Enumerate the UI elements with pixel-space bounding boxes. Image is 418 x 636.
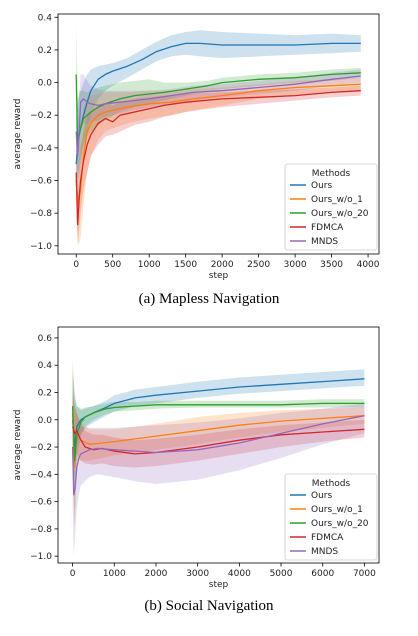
x-axis-label: step bbox=[209, 580, 229, 590]
x-tick-label: 5000 bbox=[270, 569, 293, 579]
y-tick-label: −0.8 bbox=[30, 209, 52, 219]
band-mnds bbox=[72, 385, 365, 557]
series-line-ours bbox=[75, 42, 361, 165]
y-tick-label: −1.0 bbox=[30, 242, 52, 252]
band-ours bbox=[76, 30, 361, 205]
series-line-ours-w-o-20 bbox=[75, 72, 361, 146]
y-axis-label: average reward bbox=[13, 99, 23, 170]
x-axis-label: step bbox=[209, 271, 229, 281]
x-tick-label: 6000 bbox=[311, 569, 334, 579]
series-line-ours-w-o-20 bbox=[71, 402, 365, 462]
y-tick-label: −0.6 bbox=[30, 498, 52, 508]
y-axis-label: average reward bbox=[13, 410, 23, 481]
legend-entry: Ours_w/o_1 bbox=[311, 505, 363, 515]
y-tick-label: −0.2 bbox=[30, 111, 52, 121]
series-line-mnds bbox=[71, 415, 365, 496]
legend-box bbox=[284, 163, 378, 251]
chart-mapless-navigation: 0 500 1000 1500 2000 2500 3000 3500 4000 −1.0 −0.8… bbox=[13, 13, 380, 281]
caption-mapless-navigation: (a) Mapless Navigation bbox=[139, 291, 280, 307]
caption-social-navigation: (b) Social Navigation bbox=[144, 598, 274, 614]
legend: Methods Ours Ours_w/o_1 Ours_w/o_20 FDMCA MND… bbox=[284, 163, 378, 251]
series-line-mnds bbox=[75, 75, 361, 157]
x-tick-label: 500 bbox=[104, 260, 121, 270]
y-tick-label: −0.6 bbox=[30, 177, 52, 187]
series-line-fdmca bbox=[75, 90, 361, 226]
x-tick-label: 1000 bbox=[138, 260, 161, 270]
series-line-ours-w-o-1 bbox=[71, 412, 365, 469]
x-tick-label: 1500 bbox=[174, 260, 197, 270]
x-tick-label: 3000 bbox=[284, 260, 307, 270]
x-tick-label: 3000 bbox=[186, 569, 209, 579]
y-tick-label: 0.0 bbox=[38, 79, 53, 89]
legend-entry: FDMCA bbox=[311, 223, 344, 233]
legend: Methods Ours Ours_w/o_1 Ours_w/o_20 FDMCA MND… bbox=[284, 473, 378, 561]
axes-frame bbox=[57, 13, 380, 255]
x-tick-label: 3500 bbox=[320, 260, 343, 270]
legend-title: Methods bbox=[312, 169, 351, 179]
legend-entry: Ours bbox=[311, 181, 332, 191]
legend-entry: FDMCA bbox=[311, 533, 344, 543]
y-tick-label: −0.2 bbox=[30, 443, 52, 453]
legend-box bbox=[284, 473, 378, 561]
y-tick-label: 0.2 bbox=[38, 388, 52, 398]
x-tick-label: 2000 bbox=[145, 569, 168, 579]
band-ours-w-o-1 bbox=[72, 365, 365, 529]
x-tick-label: 4000 bbox=[357, 260, 380, 270]
x-tick-label: 2500 bbox=[247, 260, 270, 270]
y-tick-label: −0.4 bbox=[30, 144, 52, 154]
y-tick-label: 0.4 bbox=[38, 361, 53, 371]
y-tick-label: 0.0 bbox=[38, 416, 53, 426]
legend-entry: Ours_w/o_1 bbox=[311, 195, 363, 205]
band-ours bbox=[72, 369, 365, 482]
legend-entry: Ours bbox=[311, 491, 332, 501]
band-ours-w-o-1 bbox=[76, 77, 361, 246]
y-tick-label: −0.8 bbox=[30, 525, 52, 535]
legend-entry: MNDS bbox=[311, 547, 338, 557]
x-tick-label: 7000 bbox=[353, 569, 376, 579]
x-tick-label: 1000 bbox=[103, 569, 126, 579]
y-tick-label: 0.2 bbox=[38, 46, 52, 56]
x-tick-label: 2000 bbox=[211, 260, 234, 270]
axes-frame bbox=[57, 326, 380, 564]
y-tick-label: −0.4 bbox=[30, 470, 52, 480]
legend-entry: MNDS bbox=[311, 237, 338, 247]
series-line-ours bbox=[71, 378, 365, 448]
band-fdmca bbox=[72, 392, 365, 468]
x-tick-label: 0 bbox=[70, 569, 76, 579]
band-ours-w-o-20 bbox=[76, 25, 361, 181]
legend-title: Methods bbox=[312, 479, 351, 489]
legend-entry: Ours_w/o_20 bbox=[311, 519, 369, 529]
chart-social-navigation: 0 1000 2000 3000 4000 5000 6000 7000 −1.0 −0.8 −0.… bbox=[13, 326, 380, 590]
x-tick-label: 4000 bbox=[228, 569, 251, 579]
legend-entry: Ours_w/o_20 bbox=[311, 209, 369, 219]
y-tick-label: 0.6 bbox=[38, 334, 53, 344]
y-tick-label: 0.4 bbox=[38, 13, 53, 23]
y-tick-label: −1.0 bbox=[30, 552, 52, 562]
x-tick-label: 0 bbox=[73, 260, 79, 270]
